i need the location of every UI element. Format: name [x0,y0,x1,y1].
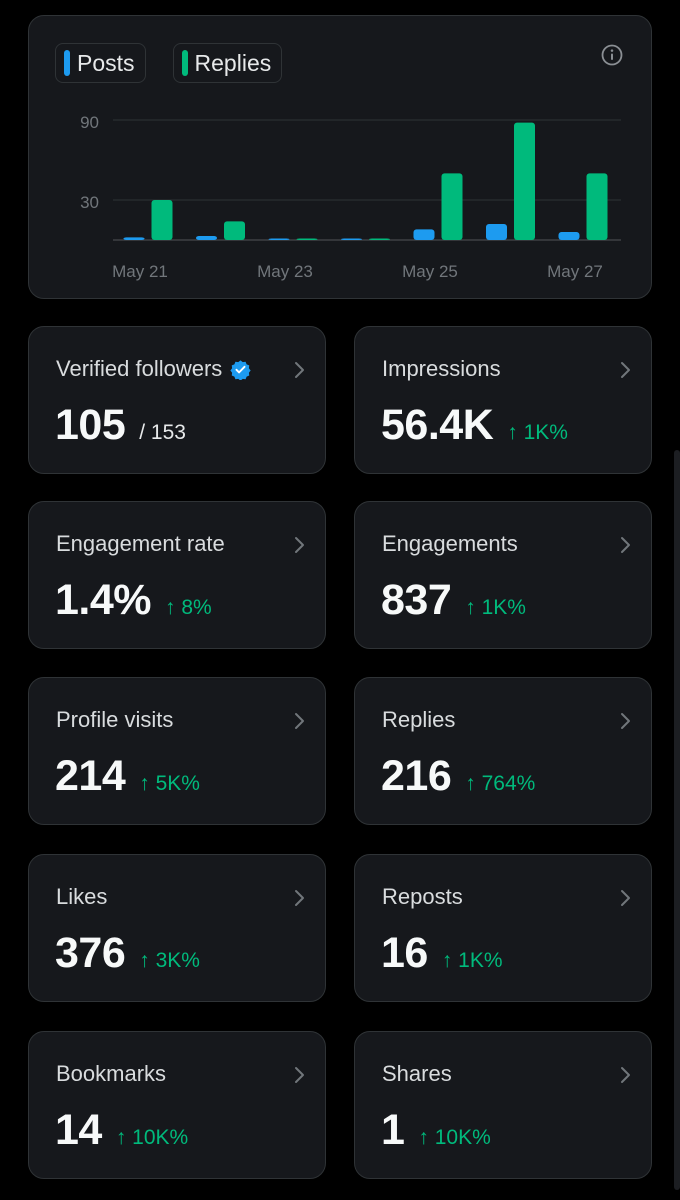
stat-delta: ↑ 5K% [139,772,200,795]
chevron-right-icon [621,362,630,378]
stat-card-shares[interactable]: Shares 1 ↑ 10K% [354,1031,652,1179]
stat-card-likes[interactable]: Likes 376 ↑ 3K% [28,854,326,1002]
chevron-right-icon [295,1067,304,1083]
y-tick-label: 90 [80,113,99,132]
stat-delta: ↑ 1K% [441,949,503,972]
stat-label: Verified followers [56,356,223,381]
stat-card-engagement-rate[interactable]: Engagement rate 1.4% ↑ 8% [28,501,326,649]
chevron-right-icon [621,890,630,906]
stat-value: 105 [55,401,126,449]
stat-card-bookmarks[interactable]: Bookmarks 14 ↑ 10K% [28,1031,326,1179]
stat-delta: ↑ 10K% [418,1126,491,1149]
replies-bar[interactable] [514,122,535,240]
stat-label: Shares [382,1061,452,1086]
info-icon[interactable] [601,44,623,66]
stat-card-impressions[interactable]: Impressions 56.4K ↑ 1K% [354,326,652,474]
stat-delta: ↑ 3K% [139,949,200,972]
activity-bar-chart: 30 90 May 21 May 23 May 25 May 27 [80,113,621,281]
stat-card-profile-visits[interactable]: Profile visits 214 ↑ 5K% [28,677,326,825]
replies-bar[interactable] [369,238,390,241]
chart-legend: Posts Replies [55,43,283,83]
stat-value: 216 [381,752,452,800]
x-tick-label: May 21 [112,262,168,281]
stat-total: / 153 [139,421,186,444]
posts-bar[interactable] [196,236,217,240]
stat-delta: ↑ 764% [465,772,536,795]
posts-bar[interactable] [341,238,362,241]
stat-label: Reposts [382,884,463,909]
stat-value: 14 [55,1106,102,1154]
replies-bar[interactable] [224,221,245,240]
stat-value: 837 [381,576,452,624]
stat-delta: ↑ 1K% [507,421,568,444]
stat-label: Bookmarks [56,1061,167,1086]
posts-bar[interactable] [486,224,507,240]
chevron-right-icon [621,713,630,729]
stat-value: 1.4% [55,576,152,624]
y-tick-label: 30 [80,193,99,212]
posts-bar[interactable] [268,238,290,241]
scrollbar[interactable] [674,450,680,1190]
chevron-right-icon [621,537,630,553]
chevron-right-icon [295,362,304,378]
stat-card-reposts[interactable]: Reposts 16 ↑ 1K% [354,854,652,1002]
stat-value: 56.4K [381,401,494,449]
stat-label: Replies [382,707,456,732]
posts-swatch [64,50,70,76]
legend-posts-label: Posts [77,49,135,76]
stat-value: 376 [55,929,126,977]
stat-card-replies[interactable]: Replies 216 ↑ 764% [354,677,652,825]
stat-label: Profile visits [56,707,174,732]
replies-bar[interactable] [151,200,173,240]
replies-bar[interactable] [441,173,463,240]
stat-label: Impressions [382,356,501,381]
chevron-right-icon [295,890,304,906]
posts-bar[interactable] [558,232,580,240]
x-tick-label: May 23 [257,262,313,281]
stat-delta: ↑ 1K% [465,596,526,619]
stat-card-engagements[interactable]: Engagements 837 ↑ 1K% [354,501,652,649]
stat-delta: ↑ 10K% [115,1126,189,1149]
stat-value: 1 [381,1106,405,1154]
posts-bar[interactable] [413,229,435,240]
stat-label: Likes [56,884,108,909]
stat-delta: ↑ 8% [165,596,212,619]
x-tick-label: May 27 [547,262,603,281]
stat-card-verified-followers[interactable]: Verified followers 105 / 153 [28,326,326,474]
verified-badge-icon [230,359,251,380]
chevron-right-icon [295,713,304,729]
stat-value: 214 [55,752,126,800]
legend-posts-toggle[interactable]: Posts [55,43,146,83]
replies-swatch [181,50,188,76]
legend-replies-label: Replies [194,49,272,76]
posts-bar[interactable] [123,237,145,240]
replies-bar[interactable] [586,173,608,240]
chevron-right-icon [295,537,304,553]
stat-value: 16 [381,929,428,977]
stat-label: Engagement rate [56,531,225,556]
stat-label: Engagements [382,531,518,556]
chevron-right-icon [621,1067,630,1083]
x-tick-label: May 25 [402,262,458,281]
activity-chart-card: 30 90 May 21 May 23 May 25 May 27 Posts Repli… [28,15,652,299]
replies-bar[interactable] [296,238,318,241]
legend-replies-toggle[interactable]: Replies [172,43,283,83]
